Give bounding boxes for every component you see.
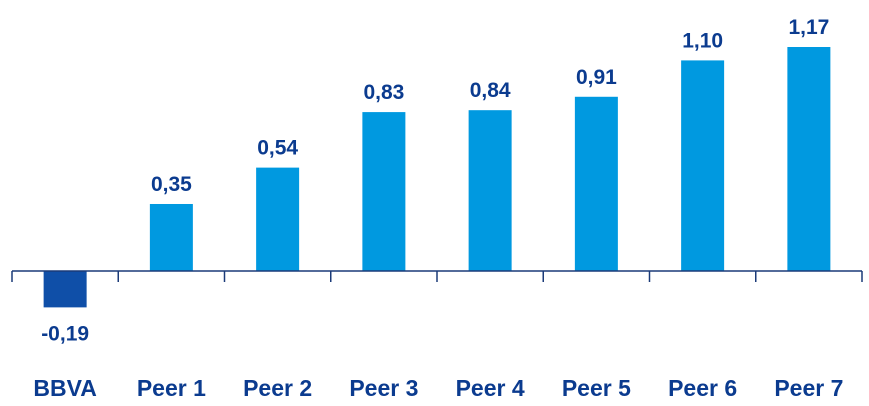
category-label: Peer 6	[668, 375, 737, 401]
value-label: 0,54	[257, 137, 298, 160]
bar-peer-2	[256, 167, 300, 271]
value-label: 0,83	[363, 81, 404, 104]
x-axis	[11, 270, 863, 282]
category-label: Peer 1	[137, 375, 206, 401]
bars-group	[43, 47, 831, 308]
value-label: 1,10	[682, 29, 723, 52]
bar-peer-1	[149, 203, 193, 271]
category-label: Peer 7	[774, 375, 843, 401]
bar-peer-5	[574, 96, 618, 271]
bar-peer-6	[681, 60, 725, 271]
bar-peer-4	[468, 110, 512, 271]
value-label: 0,35	[151, 173, 192, 196]
bar-peer-3	[362, 112, 406, 271]
category-label: BBVA	[33, 375, 96, 401]
value-label: 1,17	[788, 16, 829, 39]
value-labels-group: -0,19 0,35 0,54 0,83 0,84 0,91 1,10 1,17	[41, 16, 829, 345]
bar-bbva	[43, 271, 87, 308]
category-label: Peer 2	[243, 375, 312, 401]
category-label: Peer 5	[562, 375, 631, 401]
value-label: 0,91	[576, 66, 617, 89]
value-label: 0,84	[470, 79, 511, 102]
category-label: Peer 3	[349, 375, 418, 401]
value-label: -0,19	[41, 322, 89, 345]
category-labels-group: BBVA Peer 1 Peer 2 Peer 3 Peer 4 Peer 5 Peer 6…	[33, 375, 843, 401]
category-label: Peer 4	[456, 375, 525, 401]
bar-peer-7	[787, 47, 831, 271]
